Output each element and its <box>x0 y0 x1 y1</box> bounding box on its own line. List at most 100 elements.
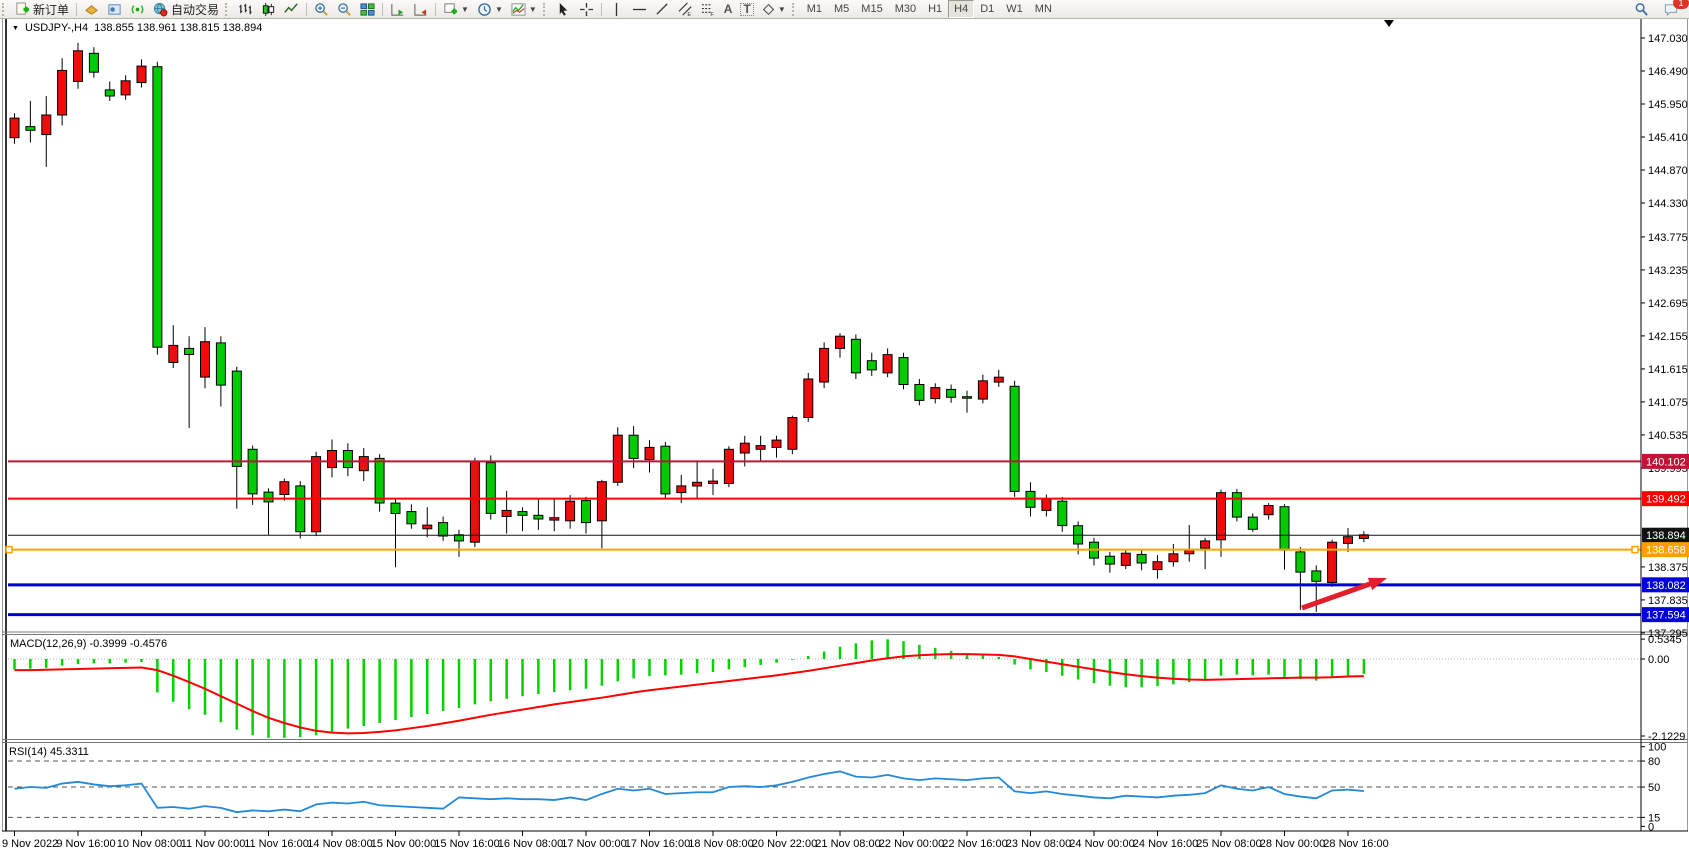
timeframe-d1-button[interactable]: D1 <box>980 3 995 15</box>
line-chart-mode-button[interactable] <box>280 1 303 18</box>
indicators-button[interactable]: ▼ <box>507 1 541 18</box>
fibonacci-icon: F <box>701 2 716 17</box>
zoom-out-icon <box>337 2 352 17</box>
candle-bullish <box>723 448 734 484</box>
time-axis-label: 14 Nov 08:00 <box>307 838 372 850</box>
candle-bullish <box>1216 492 1226 541</box>
timeframe-w1-button[interactable]: W1 <box>1006 3 1023 15</box>
price-level-badge <box>1642 453 1689 469</box>
trendline-tool-button[interactable] <box>651 1 674 18</box>
toolbar-separator <box>435 2 437 16</box>
svg-text:F: F <box>710 12 714 17</box>
annotation-arrow-head[interactable] <box>1367 577 1387 591</box>
price-axis-tick-label: 143.235 <box>1648 265 1688 277</box>
bar-chart-mode-button[interactable] <box>234 1 257 18</box>
timeframe-h1-button[interactable]: H1 <box>928 3 943 15</box>
crosshair-icon <box>579 2 594 17</box>
toolbar-separator <box>306 2 308 16</box>
rsi-axis-label: 100 <box>1648 742 1666 754</box>
navigator-button[interactable] <box>103 1 126 18</box>
time-axis-label: 15 Nov 16:00 <box>434 838 499 850</box>
hline-handle[interactable] <box>1631 545 1639 554</box>
cursor-tool-button[interactable] <box>552 1 575 18</box>
price-axis-tick-label: 146.490 <box>1648 66 1688 78</box>
candle-bullish <box>1263 505 1274 516</box>
market-watch-icon <box>84 2 99 17</box>
vertical-line-tool-button[interactable] <box>605 1 628 18</box>
timeframe-m30-button[interactable]: M30 <box>894 3 917 15</box>
crosshair-tool-button[interactable] <box>575 1 598 18</box>
annotation-arrow-shaft[interactable] <box>1301 580 1375 611</box>
autotrade-button[interactable]: 自动交易 <box>149 1 223 18</box>
time-axis-label: 18 Nov 08:00 <box>688 838 753 850</box>
shapes-tool-button[interactable]: ▼ <box>758 1 790 18</box>
tile-windows-button[interactable] <box>356 1 379 18</box>
text-label-tool-button[interactable]: T <box>736 1 757 18</box>
search-button[interactable] <box>1630 1 1653 18</box>
zoom-out-button[interactable] <box>333 1 356 18</box>
candle-bullish <box>1343 536 1353 544</box>
timeframe-m5-button[interactable]: M5 <box>834 3 850 15</box>
indicators-icon <box>511 2 526 17</box>
toolbar-separator <box>600 2 602 16</box>
chart-expand-caret-icon[interactable]: ▼ <box>12 24 19 32</box>
text-tool-button[interactable]: A <box>720 1 737 18</box>
new-order-button[interactable]: 新订单 <box>11 1 73 18</box>
timeframe-m1-button[interactable]: M1 <box>806 3 823 15</box>
hline-handle[interactable] <box>5 545 13 554</box>
candle-bearish <box>374 457 385 504</box>
new-order-icon <box>15 1 30 17</box>
price-level-badge <box>1642 491 1689 507</box>
price-level-badge <box>1642 527 1689 543</box>
window-left-border <box>5 19 7 831</box>
equidistant-channel-tool-button[interactable]: E <box>674 1 697 18</box>
horizontal-line-tool-button[interactable] <box>628 1 651 18</box>
toolbar-grip[interactable] <box>542 2 550 16</box>
candle-bullish <box>565 500 576 522</box>
timeframe-mn-button[interactable]: MN <box>1034 3 1052 15</box>
candle-bullish <box>358 456 369 472</box>
candle-bearish <box>152 66 163 348</box>
timeframe-m15-button[interactable]: M15 <box>861 3 883 15</box>
macd-axis-label: -2.1229 <box>1648 731 1685 743</box>
time-axis-label: 9 Nov 16:00 <box>56 838 115 850</box>
toolbar-grip[interactable] <box>2 2 9 16</box>
new-chart-button[interactable]: ▼ <box>439 1 473 18</box>
zoom-in-button[interactable] <box>310 1 333 18</box>
time-axis-label: 28 Nov 16:00 <box>1323 838 1388 850</box>
candle-bullish <box>469 461 480 543</box>
bar-chart-icon <box>238 2 253 17</box>
price-level-badge-text: 137.594 <box>1646 610 1686 622</box>
candle-bullish <box>612 434 623 483</box>
cursor-icon <box>556 2 571 17</box>
candle-bearish <box>390 502 401 515</box>
candle-bearish <box>485 462 496 514</box>
candle-bearish <box>295 485 306 533</box>
candle-bullish <box>771 439 782 448</box>
candlestick-mode-button[interactable] <box>257 1 280 18</box>
toolbar-grip[interactable] <box>225 2 232 16</box>
chart-shift-button[interactable] <box>409 1 432 18</box>
candle-bullish <box>708 480 718 485</box>
fibonacci-tool-button[interactable]: F <box>697 1 720 18</box>
chart-title: ▼ USDJPY-,H4 138.855 138.961 138.815 138… <box>12 22 262 34</box>
timeframe-h4-button[interactable]: H4 <box>948 0 975 18</box>
period-button[interactable]: ▼ <box>473 1 507 18</box>
dropdown-caret: ▼ <box>461 4 469 14</box>
toolbar-grip[interactable] <box>791 2 799 16</box>
price-level-badge-text: 140.102 <box>1646 456 1686 468</box>
auto-scroll-button[interactable] <box>386 1 409 18</box>
price-axis-tick-label: 141.075 <box>1648 397 1688 409</box>
rsi-axis-label: 50 <box>1648 782 1660 794</box>
candle-bearish <box>247 448 258 495</box>
chat-button[interactable]: 1 <box>1659 0 1689 18</box>
chart-shift-marker[interactable] <box>1384 20 1394 27</box>
signals-button[interactable] <box>126 1 149 18</box>
toolbar-separator <box>382 2 384 16</box>
market-watch-button[interactable] <box>80 1 103 18</box>
svg-text:E: E <box>687 12 691 17</box>
price-level-badge-text: 139.492 <box>1646 494 1686 506</box>
price-level-badge-text: 138.658 <box>1646 545 1686 557</box>
